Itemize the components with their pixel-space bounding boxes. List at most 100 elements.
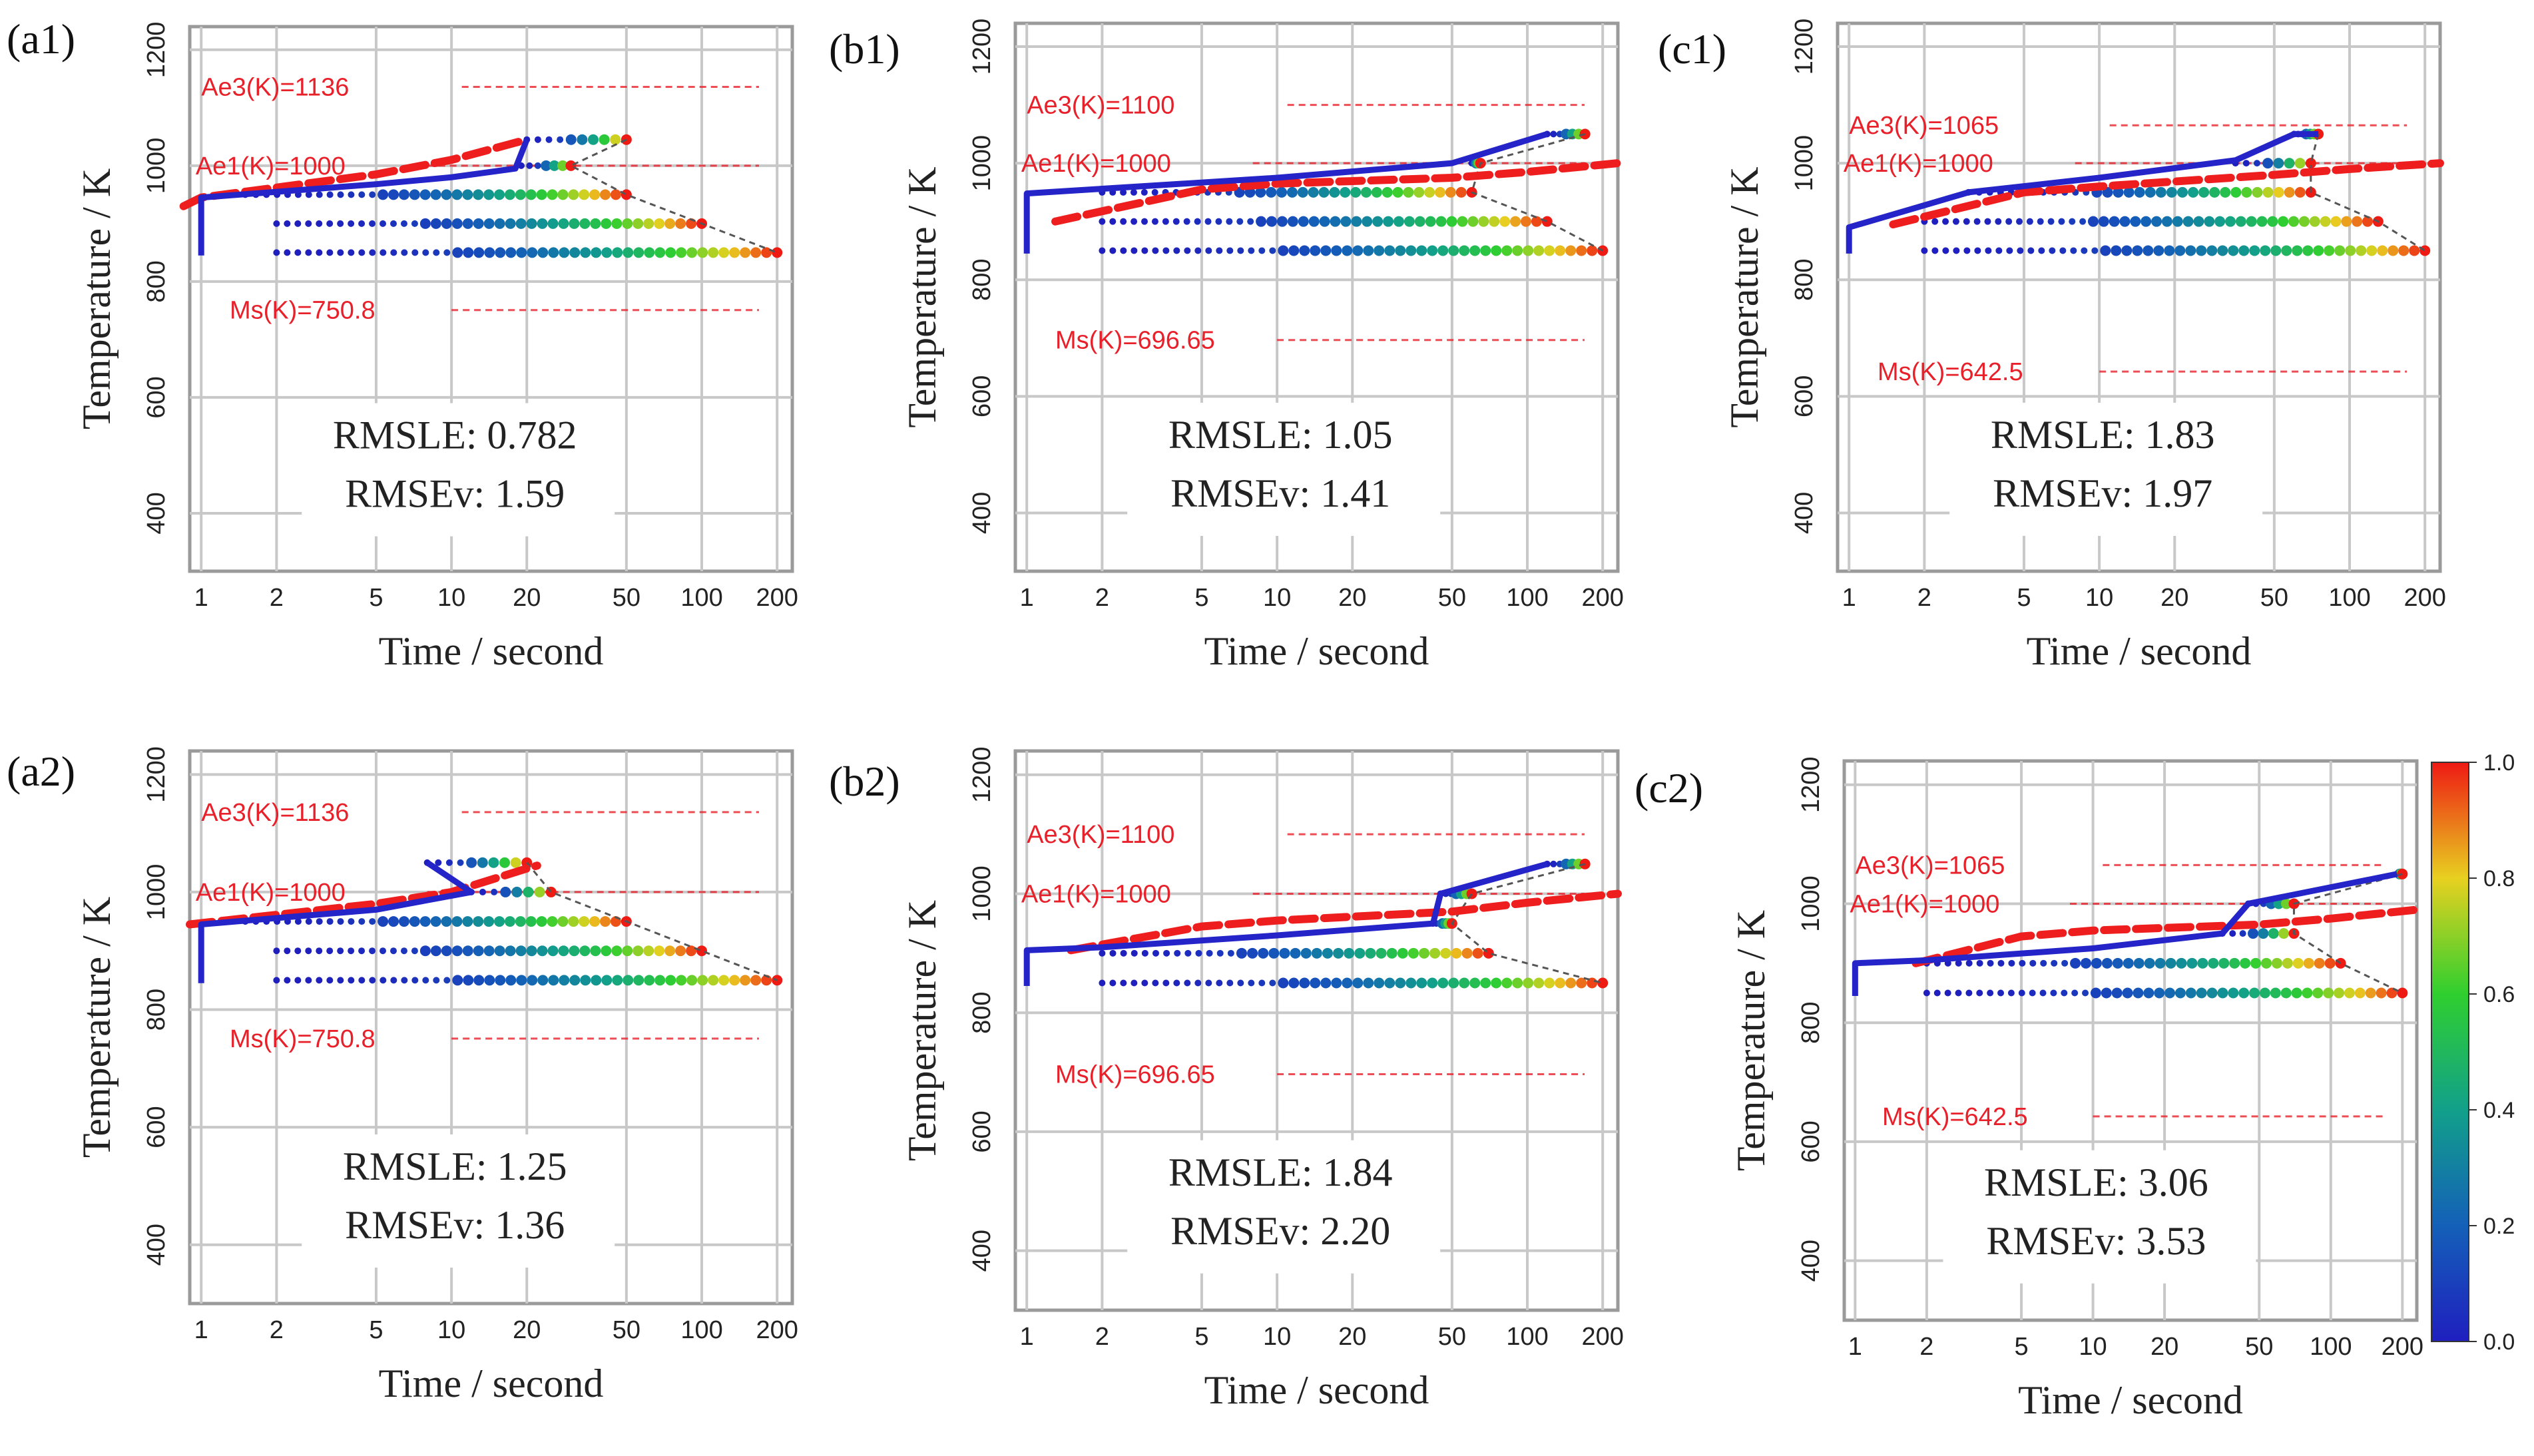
band-point (600, 189, 611, 200)
band-point (1501, 245, 1513, 256)
plot-frame (188, 749, 794, 1306)
band-point (1374, 977, 1385, 989)
band-point (443, 977, 451, 984)
band-point (557, 160, 569, 171)
band-point (2252, 186, 2263, 198)
band-point (2313, 245, 2324, 256)
ae1-label: Ae1(K)=1000 (1021, 880, 1171, 908)
band-point (2239, 930, 2246, 937)
band-point (1342, 977, 1353, 989)
band-point (2061, 989, 2068, 997)
ae3-label: Ae3(K)=1136 (201, 74, 349, 102)
band-point (2309, 216, 2320, 227)
band-point (2111, 245, 2122, 256)
band-point (2144, 957, 2155, 969)
band-point (348, 947, 355, 955)
metric-box (302, 1134, 615, 1268)
band-point (579, 189, 590, 200)
x-tick-label: 5 (1194, 584, 1208, 612)
band-point (445, 859, 453, 866)
band-point (411, 977, 419, 984)
band-point (1183, 218, 1190, 225)
band-point (1308, 216, 1320, 227)
plot-frame (1013, 749, 1620, 1312)
band-point (409, 916, 420, 927)
band-point (676, 975, 687, 986)
y-tick-label: 1000 (142, 138, 170, 194)
band-point (473, 189, 484, 200)
band-point (1141, 247, 1148, 254)
band-point (1933, 989, 1941, 997)
band-point (1236, 218, 1244, 225)
band-point (1365, 947, 1376, 959)
band-point (441, 945, 452, 957)
rmsle-text: RMSLE: 1.83 (1991, 413, 2215, 457)
band-point (1985, 247, 1992, 254)
x-tick-label: 2 (1917, 584, 1931, 612)
band-point (1995, 218, 2002, 225)
band-point (2270, 987, 2281, 999)
band-point (2098, 216, 2109, 227)
band-point (1384, 245, 1395, 256)
band-point (305, 249, 312, 256)
band-point (389, 947, 397, 955)
band-point (1963, 247, 1971, 254)
band-point (2155, 186, 2166, 198)
rmsev-text: RMSEv: 1.59 (345, 472, 565, 516)
band-point (2267, 216, 2278, 227)
band-point (2091, 957, 2102, 969)
y-tick-label: 1200 (142, 746, 170, 803)
band-point (1248, 979, 1255, 987)
band-point (2047, 218, 2055, 225)
x-axis-title: Time / second (379, 629, 604, 673)
band-point (305, 220, 312, 227)
band-point (273, 249, 280, 256)
band-point (1997, 959, 2005, 967)
band-point (579, 218, 591, 229)
ms-label: Ms(K)=696.65 (1055, 327, 1215, 355)
band-point (369, 918, 376, 925)
band-point (1405, 977, 1417, 989)
band-point (515, 916, 526, 927)
band-point (462, 916, 473, 927)
band-point (380, 947, 387, 955)
band-point (557, 916, 569, 927)
band-point (580, 975, 591, 986)
band-point (494, 945, 505, 957)
red-curve (186, 861, 541, 929)
band-point (2101, 957, 2113, 969)
band-point (1512, 977, 1523, 989)
band-point (1429, 947, 1441, 959)
band-point (369, 947, 376, 955)
band-point (2070, 957, 2081, 969)
band-point (284, 977, 291, 984)
ae1-label: Ae1(K)=1000 (1021, 150, 1171, 178)
colorbar-tick-label: 0.2 (2483, 1214, 2515, 1239)
band-point (2196, 987, 2207, 999)
ae3-label: Ae3(K)=1100 (1027, 821, 1174, 849)
panel-a1: 400 600 800 1000 1200 1 2 5 10 20 50 100 200 Temperat… (7, 15, 798, 673)
band-point (2217, 245, 2228, 256)
band-point (479, 888, 486, 895)
x-tick-label: 100 (2310, 1333, 2352, 1361)
band-point (1205, 979, 1212, 987)
band-point (516, 975, 527, 986)
band-point (1247, 218, 1254, 225)
band-point (369, 220, 376, 227)
band-point (1120, 218, 1127, 225)
band-point (2320, 216, 2331, 227)
band-point (1258, 979, 1266, 987)
band-point (2027, 247, 2035, 254)
band-point (1109, 218, 1117, 225)
band-point (1976, 959, 1983, 967)
band-point (2334, 245, 2346, 256)
band-point (1151, 218, 1158, 225)
band-point (2154, 957, 2166, 969)
band-point (401, 977, 408, 984)
x-tick-label: 5 (369, 584, 383, 612)
band-point (473, 247, 485, 258)
end-connector (526, 861, 778, 981)
band-point (547, 189, 558, 200)
ae3-label: Ae3(K)=1100 (1027, 92, 1174, 120)
band-point (2087, 216, 2099, 227)
